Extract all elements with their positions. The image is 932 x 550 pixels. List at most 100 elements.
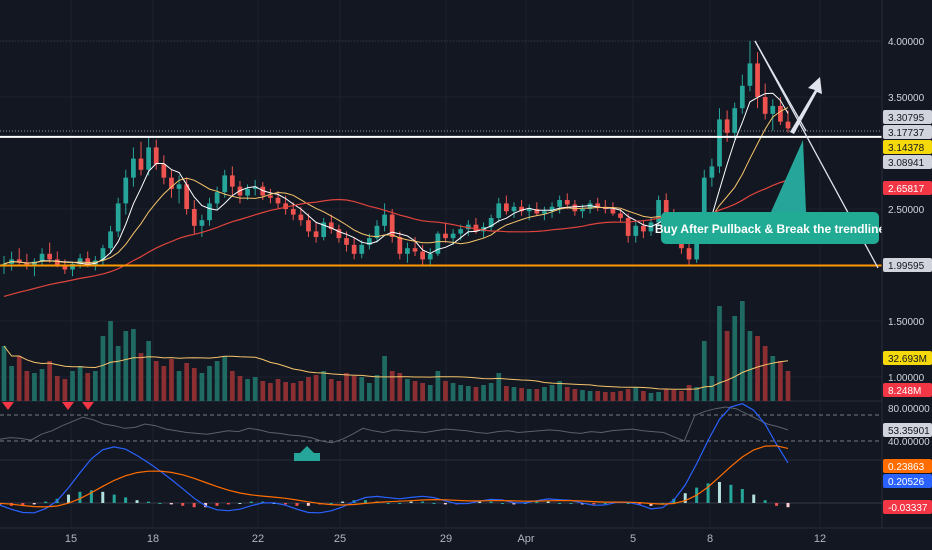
- macd-histogram-bar: [329, 503, 333, 504]
- time-axis-background: [0, 528, 882, 550]
- time-tick-label: Apr: [517, 533, 534, 545]
- price-label-box: [883, 110, 932, 124]
- candle-body: [701, 177, 707, 226]
- macd-histogram-bar: [763, 500, 767, 503]
- volume-bar: [351, 376, 357, 401]
- candle-body: [245, 188, 250, 196]
- volume-bar: [511, 387, 517, 401]
- candle-body: [739, 85, 745, 109]
- macd-panel: [0, 403, 882, 514]
- candle-body: [580, 209, 585, 212]
- volume-bar: [739, 301, 745, 401]
- volume-bar: [359, 377, 365, 401]
- price-label: 1.99595: [888, 261, 925, 272]
- volume-bar: [709, 376, 715, 401]
- volume-bar: [260, 381, 266, 401]
- volume-bar: [755, 336, 760, 401]
- volume-bar: [717, 306, 722, 401]
- candle-body: [176, 184, 182, 189]
- ma-line-slow: [3, 179, 789, 297]
- macd-histogram-bar: [740, 489, 744, 503]
- macd-histogram-bar: [500, 503, 504, 504]
- macd-histogram-bar: [192, 503, 196, 508]
- volume-bar: [519, 388, 524, 401]
- candle-body: [100, 248, 106, 261]
- volume-bar: [435, 371, 441, 401]
- annotation-box[interactable]: [661, 212, 879, 244]
- time-tick-label: 5: [630, 533, 636, 545]
- macd-histogram-bar: [775, 503, 779, 506]
- price-label: 3.14378: [888, 143, 925, 154]
- candle-body: [625, 217, 631, 236]
- candle-body: [511, 206, 517, 212]
- volume-bar: [549, 385, 555, 401]
- candle-body: [153, 147, 159, 165]
- up-arrow-icon: [790, 77, 822, 134]
- candle-body: [732, 108, 738, 133]
- volume-bar: [54, 376, 60, 401]
- candle-body: [504, 203, 509, 212]
- macd-histogram-bar: [112, 494, 116, 503]
- candle-body: [290, 209, 296, 215]
- macd-histogram-bar: [341, 501, 345, 503]
- macd-histogram-bar: [421, 501, 425, 503]
- volume-bar: [146, 341, 151, 401]
- macd-histogram-bar: [546, 501, 550, 503]
- candle-body: [755, 63, 760, 97]
- volume-bar: [686, 385, 692, 401]
- candle-body: [526, 209, 532, 212]
- volume-bar: [679, 391, 684, 401]
- candle-body: [184, 184, 190, 209]
- volume-bar: [169, 359, 174, 401]
- macd-histogram-bar: [101, 491, 105, 503]
- candle-body: [488, 217, 494, 227]
- macd-histogram-bar: [432, 503, 436, 504]
- time-tick-label: 22: [252, 533, 264, 545]
- volume-bar: [24, 371, 30, 401]
- volume-bar: [526, 389, 532, 401]
- macd-histogram-bar: [649, 503, 653, 506]
- sell-signal-icon: [2, 402, 14, 410]
- price-tick-label: 3.50000: [888, 93, 925, 104]
- candle-body: [420, 251, 426, 260]
- macd-histogram-bar: [249, 501, 253, 503]
- volume-bar: [1, 346, 7, 401]
- candle-body: [473, 224, 479, 232]
- volume-bar: [252, 377, 258, 401]
- macd-histogram-bar: [44, 501, 48, 503]
- macd-histogram-bar: [569, 503, 573, 504]
- volume-bar: [268, 383, 273, 401]
- volume-bar: [115, 346, 121, 401]
- macd-histogram-bar: [752, 494, 756, 503]
- volume-bar: [328, 379, 334, 401]
- volume-bar: [77, 366, 83, 401]
- volume-bar: [587, 391, 593, 401]
- sell-signal-icon: [62, 402, 74, 410]
- rsi-value: 53.35901: [888, 426, 930, 437]
- price-label: 2.65817: [888, 184, 925, 195]
- macd-histogram-bar: [78, 491, 82, 503]
- volume-bar: [366, 383, 372, 401]
- macd-histogram-bar: [717, 482, 721, 503]
- drawings: Buy After Pullback & Break the trendline: [655, 40, 885, 269]
- volume-bar: [382, 356, 387, 401]
- volume-bar: [92, 371, 98, 401]
- volume-bar: [207, 366, 212, 401]
- candle-body: [458, 229, 464, 234]
- volume-bar: [199, 373, 205, 401]
- candle-body: [298, 214, 304, 221]
- candle-body: [412, 248, 418, 252]
- trendline-segment[interactable]: [754, 40, 807, 132]
- candle-body: [191, 209, 197, 226]
- volume-bar: [16, 356, 22, 401]
- candle-body: [229, 175, 235, 187]
- volume-bar: [237, 376, 243, 401]
- candle-body: [724, 119, 730, 133]
- volume-bar: [290, 383, 296, 401]
- volume-bar: [496, 373, 502, 401]
- candle-body: [54, 259, 60, 265]
- horizontal-lines: [0, 135, 882, 267]
- candle-body: [252, 186, 258, 189]
- price-label: 3.08941: [888, 158, 925, 169]
